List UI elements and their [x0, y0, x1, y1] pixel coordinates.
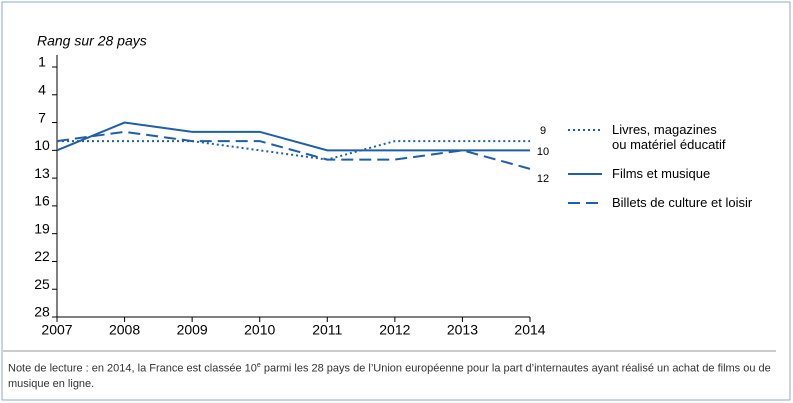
y-tick-label: 19	[34, 220, 50, 236]
x-tick-label: 2013	[447, 322, 478, 338]
y-tick-label: 4	[38, 81, 46, 97]
legend-label: Billets de culture et loisir	[612, 195, 753, 210]
series-line	[56, 121, 530, 152]
y-tick-label: 22	[34, 248, 50, 264]
legend-label: Films et musique	[612, 166, 711, 181]
x-tick-label: 2011	[312, 322, 342, 338]
note-text: Note de lecture : en 2014, la France est…	[8, 362, 257, 375]
y-tick-label: 25	[34, 276, 50, 292]
x-tick-label: 2014	[514, 322, 545, 338]
legend-item: Livres, magazines ou matériel éducatif	[568, 122, 783, 152]
legend-swatch	[568, 173, 602, 175]
legend-label: Livres, magazines ou matériel éducatif	[612, 122, 726, 152]
note: Note de lecture : en 2014, la France est…	[8, 358, 776, 392]
y-tick-label: 10	[34, 137, 50, 153]
data-label: 9	[540, 125, 546, 137]
y-tick-label: 13	[34, 165, 50, 181]
legend-swatch	[568, 129, 602, 131]
x-tick-label: 2012	[379, 322, 410, 338]
y-tick-label: 1	[38, 54, 46, 70]
note-text: parmi les 28 pays de l’Union européenne …	[8, 362, 771, 390]
data-label: 12	[537, 173, 549, 185]
x-tick-label: 2008	[109, 322, 140, 338]
series-line	[56, 130, 531, 170]
legend-item: Films et musique	[568, 166, 783, 181]
note-sup: e	[256, 362, 261, 369]
y-axis-label: Rang sur 28 pays	[37, 33, 147, 49]
legend: Livres, magazines ou matériel éducatif Fi…	[568, 122, 783, 224]
y-tick-label: 28	[34, 304, 50, 320]
y-tick-label: 16	[34, 193, 50, 209]
x-tick-label: 2007	[41, 322, 72, 338]
x-tick-label: 2010	[244, 322, 275, 338]
x-tick-label: 2009	[177, 322, 208, 338]
legend-swatch	[568, 202, 602, 204]
legend-item: Billets de culture et loisir	[568, 195, 783, 210]
y-tick-label: 7	[38, 109, 46, 125]
data-label: 10	[537, 146, 549, 158]
